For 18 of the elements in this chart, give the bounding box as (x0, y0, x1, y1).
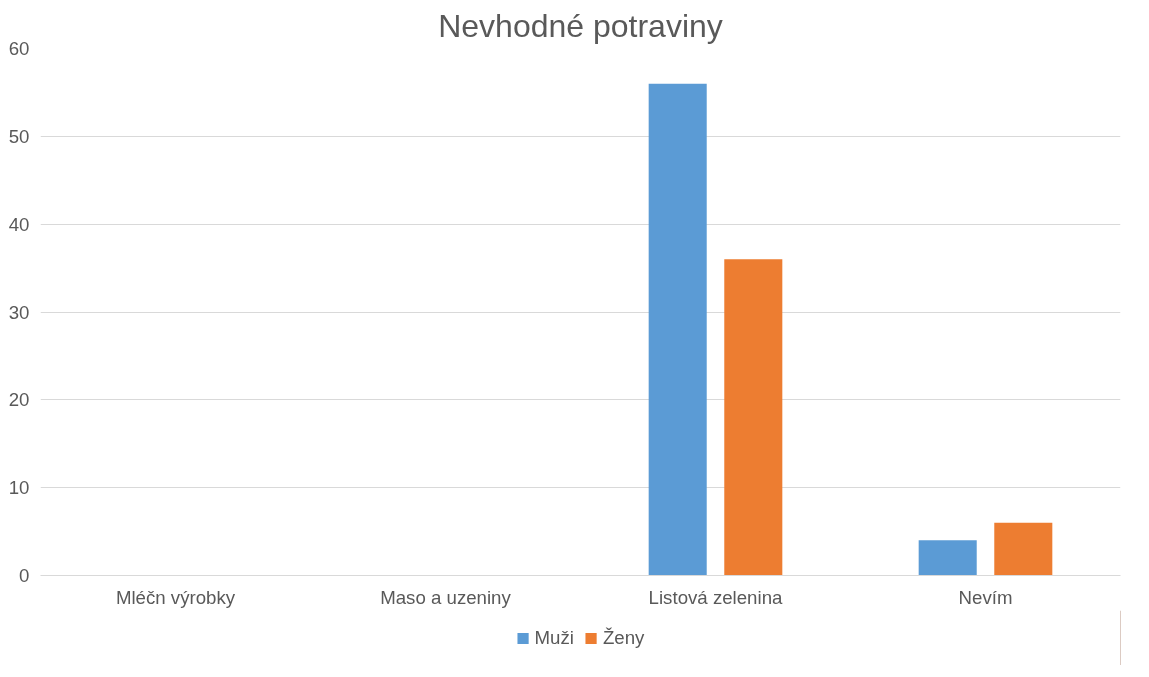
x-tick-label: Nevím (958, 586, 1013, 608)
bar (994, 522, 1053, 576)
y-tick-label: 60 (8, 38, 30, 59)
y-tick-label: 10 (8, 477, 30, 499)
legend-label: Muži (534, 626, 574, 649)
x-tick-label: Listová zelenina (648, 586, 784, 608)
y-tick-label: 20 (8, 389, 30, 411)
legend-label: Ženy (602, 626, 645, 649)
x-tick-label: Mléčn výrobky (115, 586, 236, 608)
x-tick-label: Maso a uzeniny (380, 586, 512, 608)
bar (918, 540, 977, 576)
y-tick-label: 0 (19, 565, 30, 586)
chart-title: Nevhodné potraviny (438, 7, 723, 44)
bar (724, 259, 783, 576)
bar (648, 83, 707, 576)
y-tick-label: 50 (8, 125, 30, 147)
y-tick-label: 40 (8, 213, 30, 235)
y-tick-label: 30 (8, 301, 30, 323)
